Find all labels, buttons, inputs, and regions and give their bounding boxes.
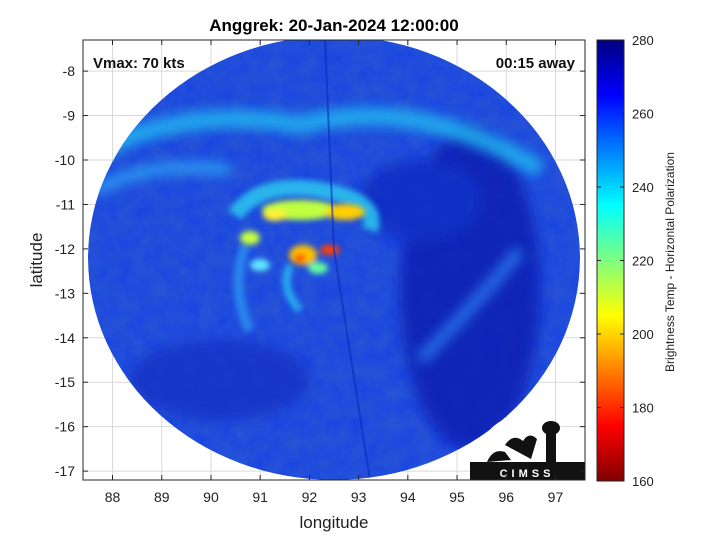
x-tick-label: 91 — [252, 489, 268, 505]
x-tick-label: 93 — [351, 489, 367, 505]
y-tick-label: -15 — [55, 374, 75, 390]
x-tick-label: 96 — [498, 489, 514, 505]
x-tick-label: 92 — [302, 489, 318, 505]
x-tick-label: 90 — [203, 489, 219, 505]
colorbar-tick-label: 240 — [632, 180, 654, 195]
x-axis-ticks: 88 89 90 91 92 93 94 95 96 97 — [105, 40, 564, 505]
y-tick-label: -14 — [55, 330, 75, 346]
x-tick-label: 95 — [449, 489, 465, 505]
time-offset-label: 00:15 away — [496, 55, 576, 72]
y-tick-label: -13 — [55, 285, 75, 301]
axes-frame — [82, 39, 586, 481]
x-tick-label: 88 — [105, 489, 121, 505]
y-axis-ticks: -8 -9 -10 -11 -12 -13 -14 -15 -16 -17 — [55, 63, 585, 479]
x-axis-label: longitude — [299, 513, 368, 532]
colorbar-tick-label: 220 — [632, 254, 654, 269]
x-tick-label: 97 — [548, 489, 564, 505]
y-tick-label: -11 — [56, 196, 75, 212]
logo-text: CIMSS — [500, 468, 555, 480]
colorbar-label: Brightness Temp - Horizontal Polarizatio… — [663, 152, 677, 372]
cimss-logo: CIMSS — [470, 414, 585, 480]
y-tick-label: -12 — [55, 241, 75, 257]
x-tick-label: 94 — [400, 489, 416, 505]
x-tick-label: 89 — [154, 489, 170, 505]
vmax-label: Vmax: 70 kts — [93, 55, 185, 72]
colorbar — [596, 39, 625, 482]
y-tick-label: -8 — [63, 63, 76, 79]
colorbar-tick-label: 160 — [632, 474, 654, 489]
colorbar-tick-label: 260 — [632, 107, 654, 122]
colorbar-tick-label: 180 — [632, 401, 654, 416]
colorbar-tick-label: 200 — [632, 327, 654, 342]
chart-title: Anggrek: 20-Jan-2024 12:00:00 — [209, 16, 458, 35]
y-axis-label: latitude — [27, 233, 46, 288]
y-tick-label: -16 — [55, 419, 75, 435]
y-tick-label: -9 — [63, 108, 76, 124]
colorbar-ticks: 280 260 240 220 200 180 160 — [597, 33, 654, 489]
colorbar-tick-label: 280 — [632, 33, 654, 48]
microwave-imagery — [88, 40, 580, 480]
y-tick-label: -10 — [55, 152, 75, 168]
y-tick-label: -17 — [55, 463, 75, 479]
